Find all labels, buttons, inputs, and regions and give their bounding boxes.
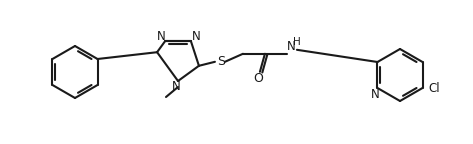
Text: Cl: Cl (429, 82, 440, 94)
Text: S: S (217, 55, 225, 68)
Text: N: N (192, 30, 200, 43)
Text: N: N (371, 89, 380, 102)
Text: H: H (293, 37, 301, 47)
Text: N: N (172, 80, 180, 93)
Text: O: O (253, 72, 263, 85)
Text: N: N (287, 40, 295, 53)
Text: N: N (157, 30, 166, 43)
